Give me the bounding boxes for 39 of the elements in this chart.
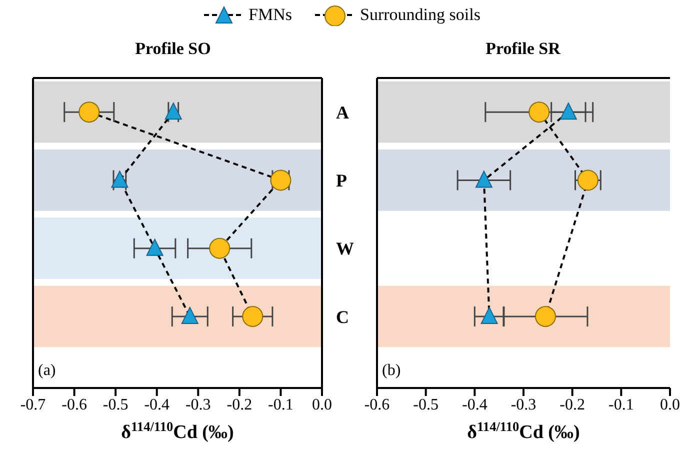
point <box>209 238 230 259</box>
legend-label: Surrounding soils <box>360 5 480 25</box>
point <box>111 170 128 188</box>
x-tick-label: 0.0 <box>660 396 680 414</box>
x-tick-label: -0.5 <box>413 396 438 414</box>
point <box>181 306 198 324</box>
point <box>164 102 182 120</box>
point <box>560 102 577 120</box>
x-axis-title: δ$^{114/110}$Cd (‰) <box>121 418 234 443</box>
point <box>528 102 550 123</box>
x-tick-label: -0.3 <box>185 396 211 414</box>
chart-title: Profile SO <box>135 39 212 59</box>
point <box>78 102 100 123</box>
point <box>534 306 556 327</box>
y-tick-label: P <box>336 170 347 191</box>
x-tick-label: -0.2 <box>560 396 585 414</box>
x-tick-label: -0.1 <box>608 396 634 414</box>
point <box>480 306 498 324</box>
x-tick-label: -0.1 <box>268 396 294 414</box>
point <box>475 170 492 188</box>
y-tick-label: A <box>336 102 349 122</box>
chart-title: Profile SR <box>486 39 560 59</box>
x-tick-label: -0.5 <box>102 396 128 414</box>
legend-label: FMNs <box>248 5 292 25</box>
annotation: (a) <box>38 362 56 380</box>
y-tick-label: W <box>336 238 354 259</box>
x-tick-label: -0.7 <box>20 396 46 414</box>
point <box>242 306 264 327</box>
point <box>146 238 164 256</box>
y-tick-label: C <box>336 306 349 327</box>
x-tick-label: -0.3 <box>510 396 536 414</box>
annotation: (b) <box>382 362 401 380</box>
x-tick-label: -0.4 <box>144 396 170 414</box>
x-tick-label: -0.6 <box>364 396 390 414</box>
x-tick-label: -0.6 <box>62 396 87 414</box>
x-tick-label: -0.2 <box>226 396 252 414</box>
x-tick-label: -0.4 <box>462 396 488 414</box>
x-tick-label: 0.0 <box>312 396 332 414</box>
x-axis-title: δ$^{114/110}$Cd (‰) <box>467 418 580 443</box>
